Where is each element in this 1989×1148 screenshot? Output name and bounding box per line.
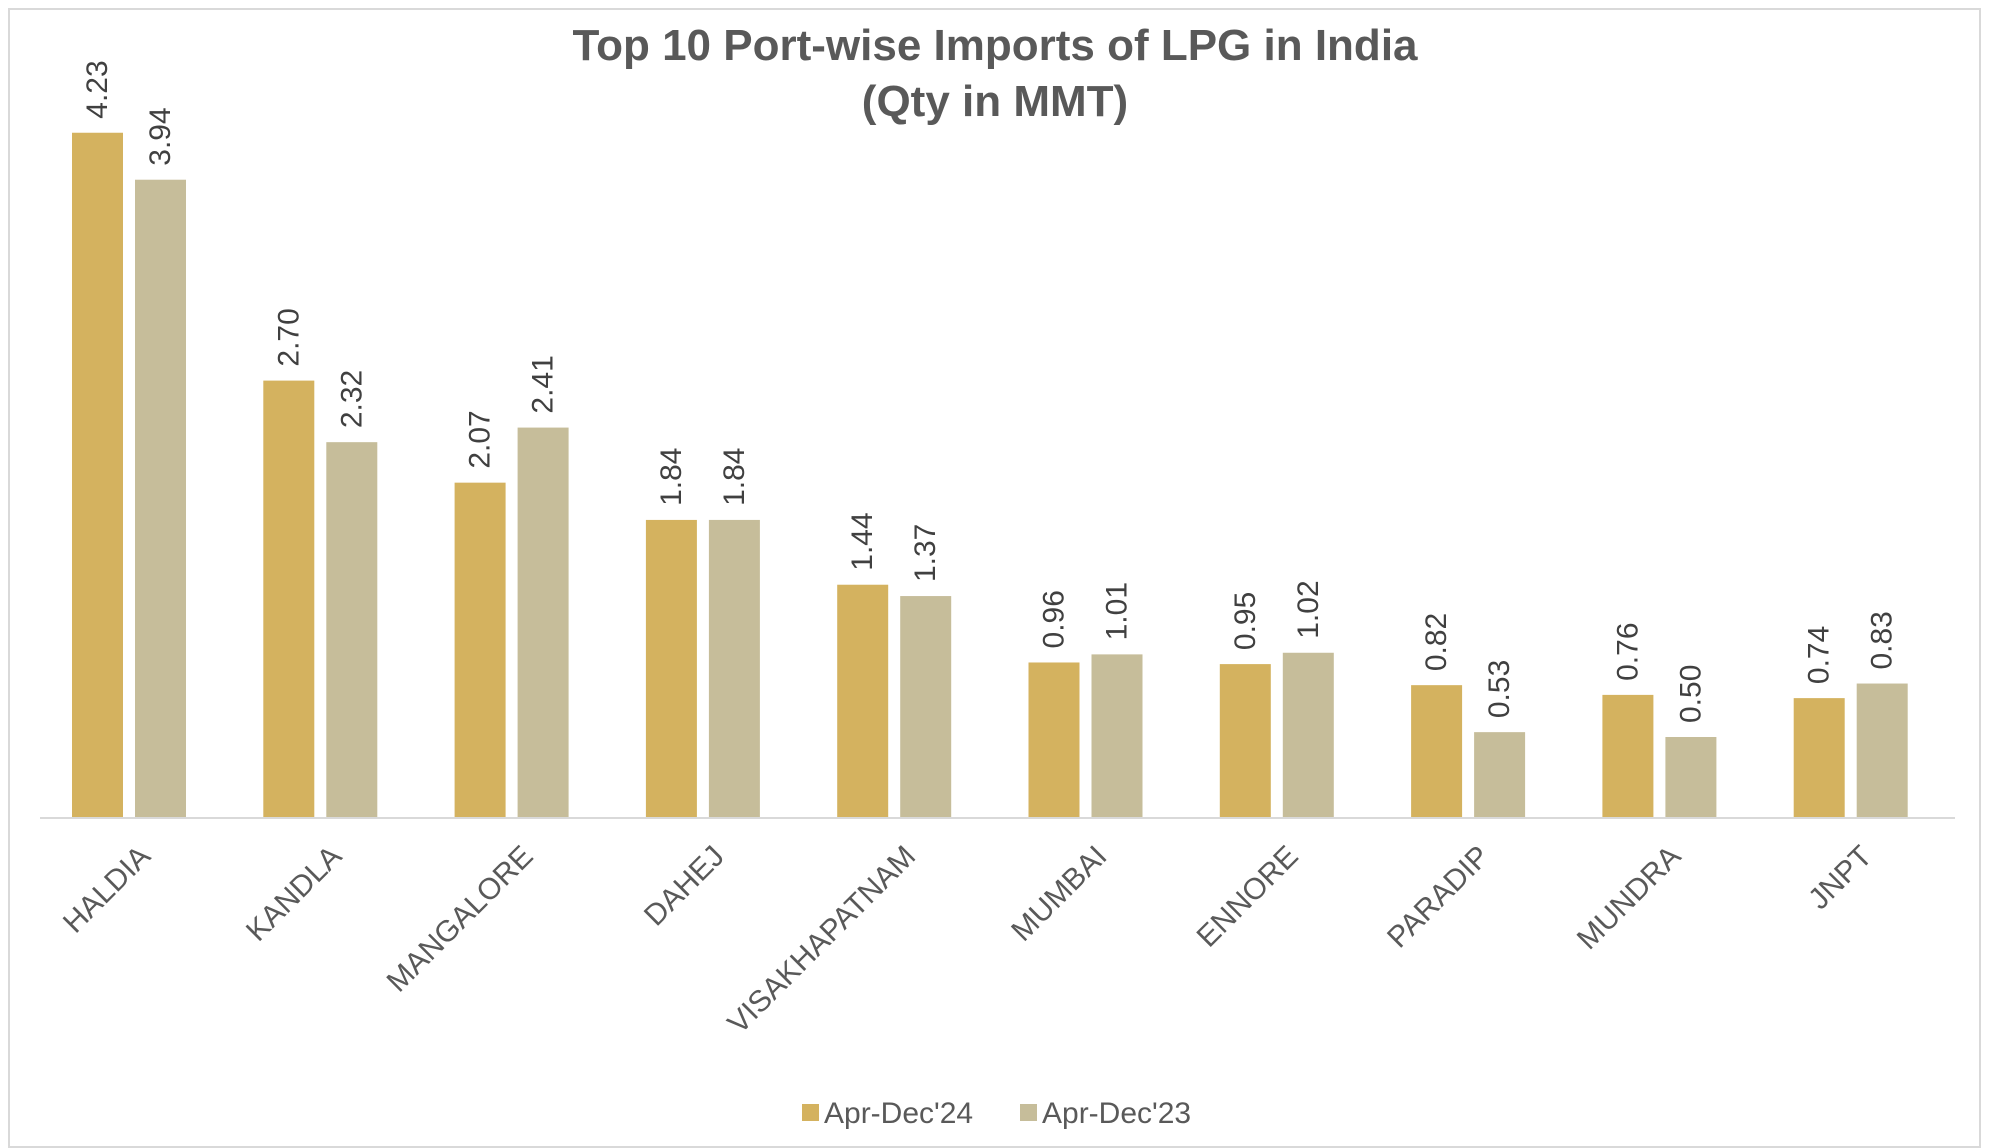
bar-mumbai-series-2 [1091, 654, 1143, 818]
x-tick-label-ennore: ENNORE [1191, 840, 1305, 954]
bar-chart: Top 10 Port-wise Imports of LPG in India… [40, 21, 1955, 1130]
bar-haldia-series-1 [72, 132, 123, 818]
data-label-paradip-series-2: 0.53 [1483, 660, 1516, 718]
x-tick-label-paradip: PARADIP [1381, 840, 1496, 955]
bar-visakhapatnam-series-2 [900, 596, 952, 818]
bar-mundra-series-1 [1602, 694, 1654, 818]
chart-title: Top 10 Port-wise Imports of LPG in India [572, 21, 1418, 70]
data-label-mundra-series-2: 0.50 [1674, 665, 1707, 723]
data-label-kandla-series-1: 2.70 [272, 308, 305, 366]
x-tick-label-dahej: DAHEJ [638, 840, 731, 933]
legend-label-series-2: Apr-Dec'23 [1042, 1097, 1191, 1130]
bar-kandla-series-1 [263, 380, 315, 818]
bar-jnpt-series-2 [1856, 683, 1908, 818]
x-tick-label-kandla: KANDLA [240, 840, 348, 948]
bar-visakhapatnam-series-1 [837, 584, 889, 818]
legend-label-series-1: Apr-Dec'24 [824, 1097, 973, 1130]
chart-subtitle: (Qty in MMT) [862, 77, 1128, 126]
data-label-haldia-series-2: 3.94 [144, 107, 177, 165]
x-tick-label-haldia: HALDIA [57, 840, 157, 940]
bar-ennore-series-2 [1282, 652, 1334, 818]
data-label-haldia-series-1: 4.23 [81, 60, 114, 118]
legend-swatch-series-1 [802, 1104, 819, 1121]
x-tick-label-visakhapatnam: VISAKHAPATNAM [722, 840, 923, 1041]
data-label-visakhapatnam-series-1: 1.44 [846, 512, 879, 570]
bar-dahej-series-1 [645, 519, 697, 818]
data-label-jnpt-series-1: 0.74 [1803, 626, 1836, 684]
data-label-mangalore-series-1: 2.07 [464, 410, 497, 468]
data-label-mumbai-series-1: 0.96 [1038, 590, 1071, 648]
bar-mundra-series-2 [1665, 737, 1717, 818]
bar-haldia-series-2 [135, 179, 186, 819]
data-label-dahej-series-1: 1.84 [655, 448, 688, 506]
data-label-dahej-series-2: 1.84 [718, 448, 751, 506]
x-tick-label-mangalore: MANGALORE [381, 840, 540, 999]
x-tick-label-jnpt: JNPT [1802, 840, 1878, 916]
data-label-paradip-series-1: 0.82 [1420, 613, 1453, 671]
bar-paradip-series-2 [1474, 732, 1526, 818]
data-label-ennore-series-2: 1.02 [1292, 580, 1325, 638]
legend-swatch-series-2 [1020, 1104, 1037, 1121]
data-labels-group: 4.23 3.94 2.70 2.32 2.07 2.41 1.84 1.84 1.44 1.37… [81, 60, 1899, 723]
data-label-mundra-series-1: 0.76 [1611, 622, 1644, 680]
x-tick-label-mumbai: MUMBAI [1005, 840, 1113, 948]
chart-frame: Top 10 Port-wise Imports of LPG in India… [8, 8, 1981, 1148]
data-label-ennore-series-1: 0.95 [1229, 592, 1262, 650]
legend: Apr-Dec'24 Apr-Dec'23 [802, 1097, 1191, 1130]
data-label-visakhapatnam-series-2: 1.37 [909, 524, 942, 582]
bar-mangalore-series-2 [517, 427, 569, 818]
bar-kandla-series-2 [326, 442, 378, 818]
bar-jnpt-series-1 [1793, 698, 1845, 818]
data-label-kandla-series-2: 2.32 [335, 370, 368, 428]
x-tick-label-mundra: MUNDRA [1571, 840, 1687, 956]
data-label-mangalore-series-2: 2.41 [527, 355, 560, 413]
bar-mumbai-series-1 [1028, 662, 1080, 818]
bar-dahej-series-2 [708, 519, 760, 818]
bars-group [72, 132, 1908, 819]
bar-mangalore-series-1 [454, 482, 506, 818]
data-label-jnpt-series-2: 0.83 [1866, 611, 1899, 669]
bar-ennore-series-1 [1219, 664, 1271, 818]
data-label-mumbai-series-2: 1.01 [1101, 582, 1134, 640]
bar-paradip-series-1 [1411, 685, 1463, 818]
